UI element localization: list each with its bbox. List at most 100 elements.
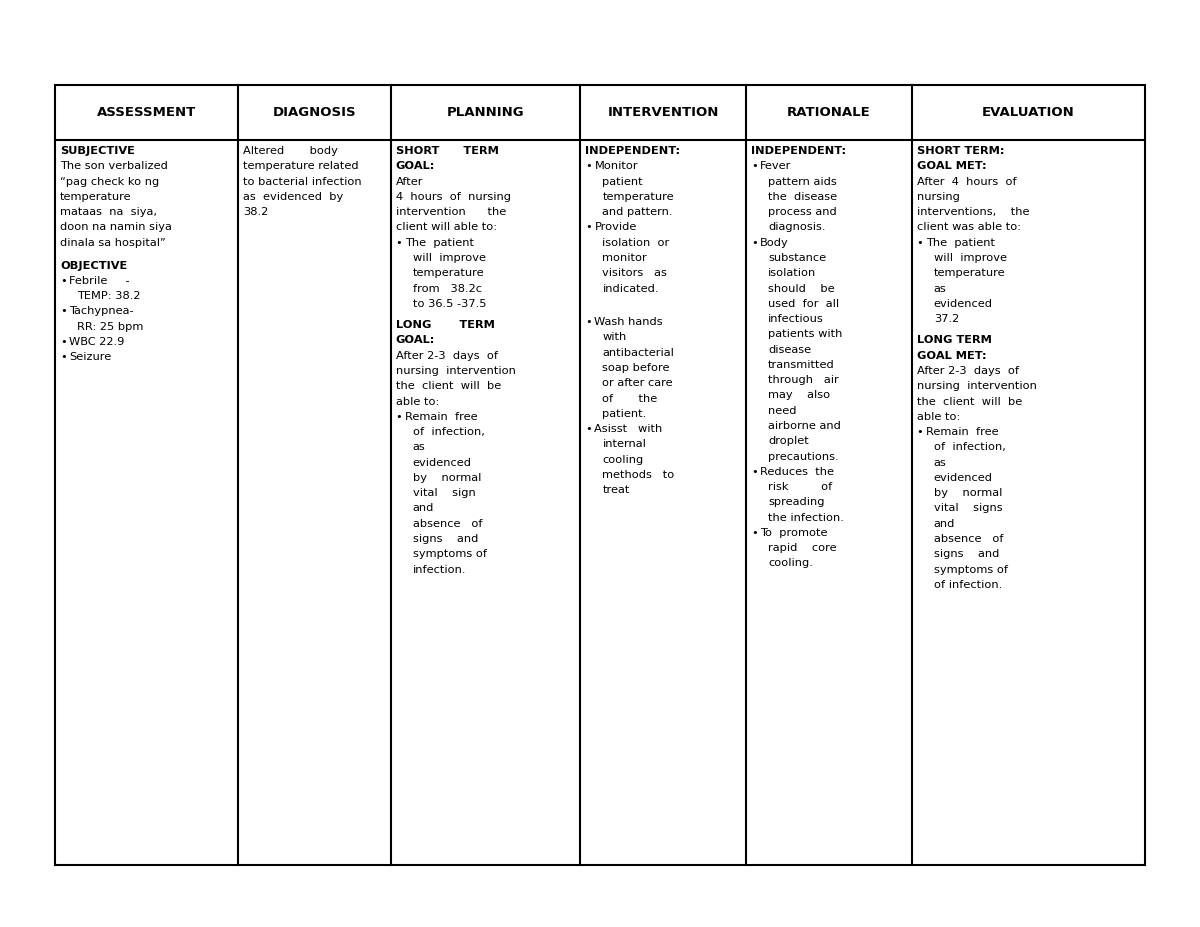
Text: •: • — [751, 161, 758, 171]
Text: GOAL:: GOAL: — [396, 161, 436, 171]
Text: patient: patient — [602, 176, 643, 186]
Text: from   38.2c: from 38.2c — [413, 284, 481, 294]
Text: vital    signs: vital signs — [934, 503, 1002, 514]
Text: temperature related: temperature related — [244, 161, 359, 171]
Text: signs    and: signs and — [413, 534, 478, 544]
Text: signs    and: signs and — [934, 550, 1000, 559]
Text: Altered       body: Altered body — [244, 146, 338, 156]
Text: as: as — [934, 458, 947, 467]
Text: precautions.: precautions. — [768, 451, 839, 462]
Text: EVALUATION: EVALUATION — [982, 106, 1075, 119]
Text: Provide: Provide — [594, 222, 637, 233]
Text: •: • — [60, 337, 67, 347]
Text: temperature: temperature — [602, 192, 674, 202]
Text: ASSESSMENT: ASSESSMENT — [97, 106, 196, 119]
Text: temperature: temperature — [934, 268, 1006, 278]
Text: •: • — [917, 427, 924, 438]
Text: •: • — [586, 222, 592, 233]
Text: OBJECTIVE: OBJECTIVE — [60, 260, 127, 271]
Text: SHORT TERM:: SHORT TERM: — [917, 146, 1004, 156]
Text: absence   of: absence of — [413, 519, 482, 528]
Text: TEMP: 38.2: TEMP: 38.2 — [77, 291, 140, 301]
Text: To  promote: To promote — [760, 528, 828, 538]
Text: •: • — [60, 276, 67, 286]
Text: and: and — [934, 519, 955, 528]
Text: •: • — [586, 424, 592, 434]
Text: Body: Body — [760, 237, 788, 248]
Text: the  disease: the disease — [768, 192, 838, 202]
Text: doon na namin siya: doon na namin siya — [60, 222, 172, 233]
Text: patients with: patients with — [768, 329, 842, 339]
Text: evidenced: evidenced — [413, 458, 472, 467]
Text: disease: disease — [768, 345, 811, 355]
Text: evidenced: evidenced — [934, 473, 992, 483]
Text: treat: treat — [602, 485, 630, 495]
Text: internal: internal — [602, 439, 647, 450]
Text: transmitted: transmitted — [768, 360, 835, 370]
Text: to 36.5 -37.5: to 36.5 -37.5 — [413, 298, 486, 309]
Text: monitor: monitor — [602, 253, 647, 263]
Text: will  improve: will improve — [413, 253, 486, 263]
Text: Remain  free: Remain free — [925, 427, 998, 438]
Text: used  for  all: used for all — [768, 298, 839, 309]
Text: to bacterial infection: to bacterial infection — [244, 176, 361, 186]
Text: After: After — [396, 176, 424, 186]
Text: intervention      the: intervention the — [396, 207, 506, 217]
Text: client was able to:: client was able to: — [917, 222, 1021, 233]
Text: of infection.: of infection. — [934, 580, 1002, 590]
Text: client will able to:: client will able to: — [396, 222, 497, 233]
Text: pattern aids: pattern aids — [768, 176, 836, 186]
Text: able to:: able to: — [917, 412, 960, 422]
Bar — [55, 85, 1145, 865]
Text: the infection.: the infection. — [768, 513, 844, 523]
Text: indicated.: indicated. — [602, 284, 659, 294]
Text: nursing  intervention: nursing intervention — [917, 381, 1037, 391]
Text: temperature: temperature — [413, 268, 485, 278]
Text: DIAGNOSIS: DIAGNOSIS — [272, 106, 356, 119]
Text: GOAL MET:: GOAL MET: — [917, 350, 986, 361]
Text: The  patient: The patient — [404, 237, 474, 248]
Text: Monitor: Monitor — [594, 161, 638, 171]
Text: by    normal: by normal — [934, 489, 1002, 498]
Text: RR: 25 bpm: RR: 25 bpm — [77, 322, 143, 332]
Text: •: • — [751, 237, 758, 248]
Text: of  infection,: of infection, — [413, 427, 485, 438]
Text: absence   of: absence of — [934, 534, 1003, 544]
Text: PLANNING: PLANNING — [446, 106, 524, 119]
Text: GOAL:: GOAL: — [396, 336, 436, 346]
Text: substance: substance — [768, 253, 826, 263]
Text: •: • — [60, 352, 67, 362]
Text: as: as — [413, 442, 426, 452]
Text: “pag check ko ng: “pag check ko ng — [60, 176, 160, 186]
Text: through   air: through air — [768, 375, 839, 385]
Text: After 2-3  days  of: After 2-3 days of — [396, 350, 498, 361]
Text: infection.: infection. — [413, 565, 467, 575]
Text: •: • — [751, 528, 758, 538]
Text: The  patient: The patient — [925, 237, 995, 248]
Text: INTERVENTION: INTERVENTION — [607, 106, 719, 119]
Text: After 2-3  days  of: After 2-3 days of — [917, 366, 1019, 376]
Text: •: • — [396, 237, 402, 248]
Text: as  evidenced  by: as evidenced by — [244, 192, 343, 202]
Text: INDEPENDENT:: INDEPENDENT: — [751, 146, 846, 156]
Text: Seizure: Seizure — [70, 352, 112, 362]
Text: of       the: of the — [602, 393, 658, 403]
Text: able to:: able to: — [396, 397, 439, 407]
Text: antibacterial: antibacterial — [602, 348, 674, 358]
Text: may    also: may also — [768, 390, 830, 400]
Text: symptoms of: symptoms of — [934, 565, 1008, 575]
Text: with: with — [602, 333, 626, 342]
Text: or after care: or after care — [602, 378, 673, 388]
Text: and pattern.: and pattern. — [602, 207, 673, 217]
Text: Tachypnea-: Tachypnea- — [70, 307, 133, 316]
Text: symptoms of: symptoms of — [413, 550, 487, 559]
Text: 37.2: 37.2 — [934, 314, 959, 324]
Text: Fever: Fever — [760, 161, 792, 171]
Text: INDEPENDENT:: INDEPENDENT: — [586, 146, 680, 156]
Text: nursing: nursing — [917, 192, 960, 202]
Text: will  improve: will improve — [934, 253, 1007, 263]
Text: SUBJECTIVE: SUBJECTIVE — [60, 146, 134, 156]
Text: vital    sign: vital sign — [413, 489, 475, 498]
Text: visitors   as: visitors as — [602, 268, 667, 278]
Text: should    be: should be — [768, 284, 835, 294]
